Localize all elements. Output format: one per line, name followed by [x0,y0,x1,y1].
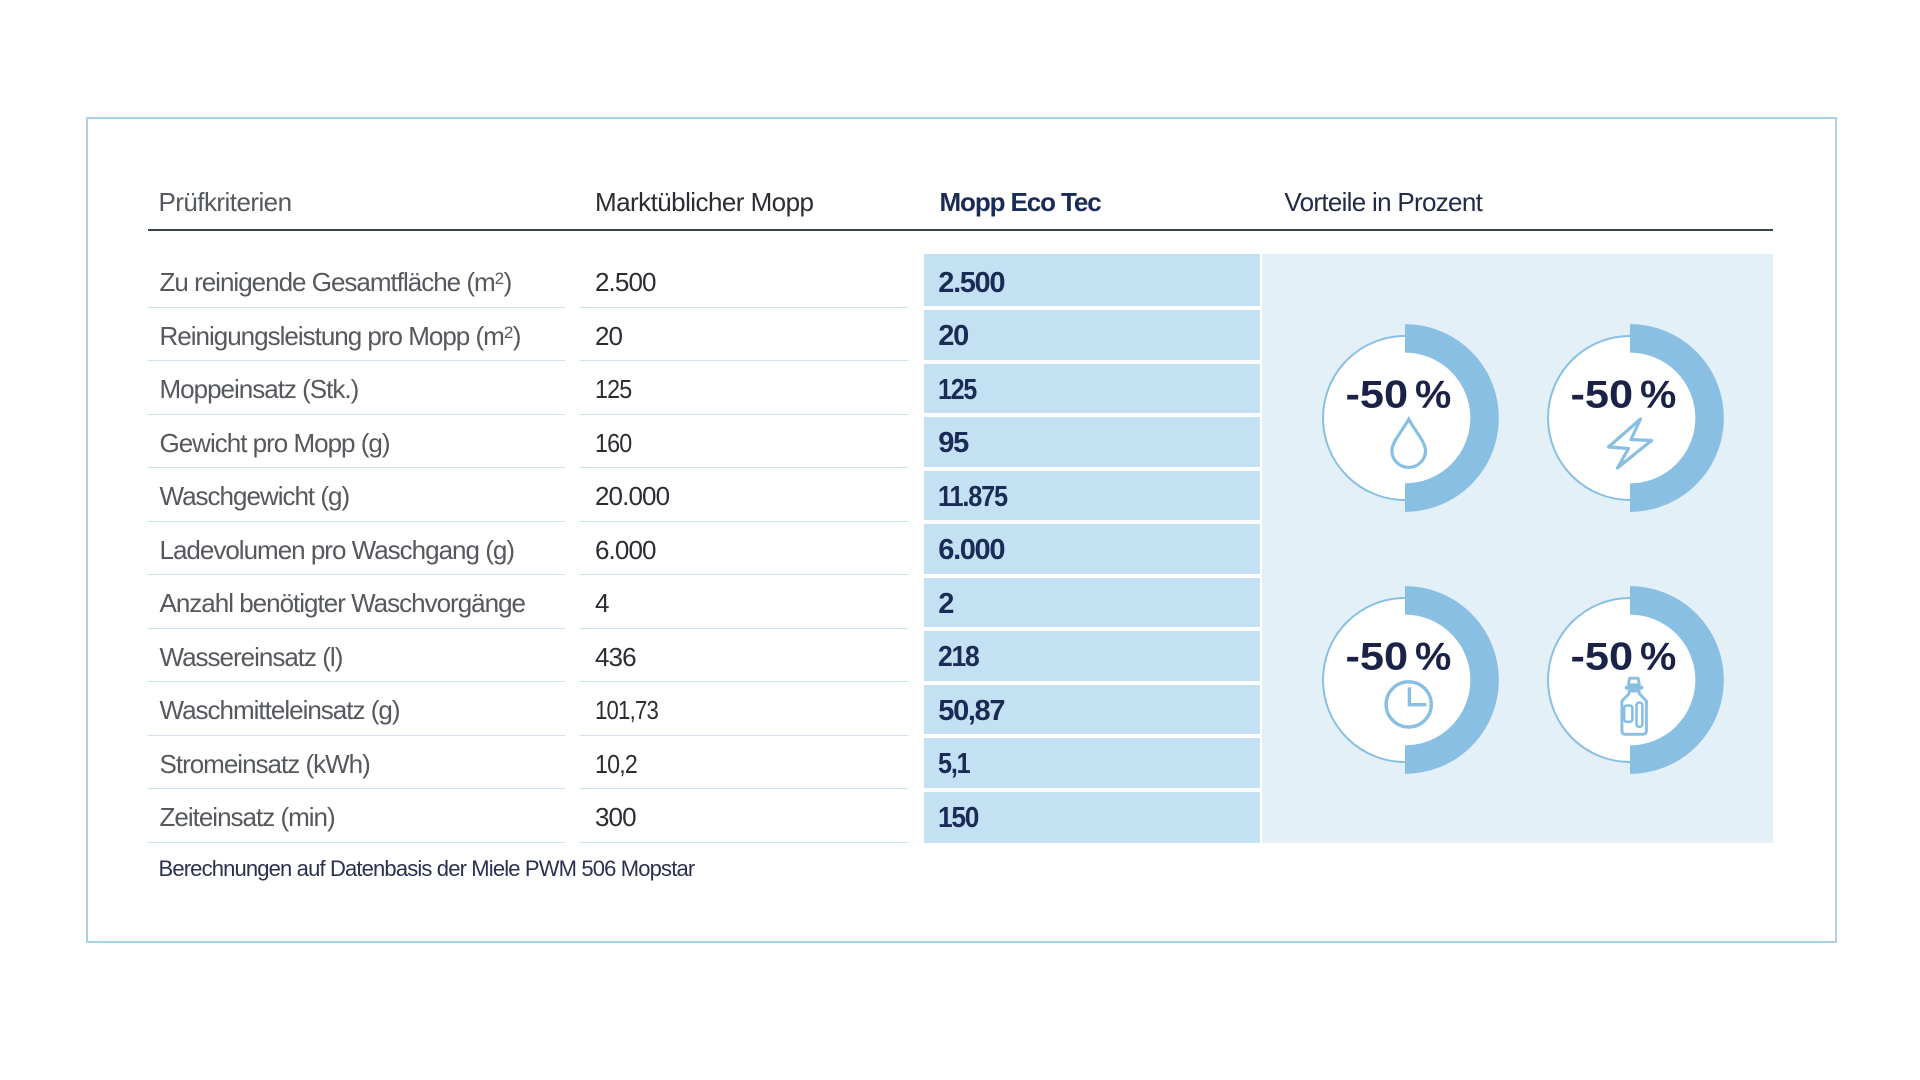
svg-text:%: % [1640,635,1676,678]
svg-text:-50: -50 [1346,635,1409,678]
svg-text:-50: -50 [1571,635,1634,678]
svg-text:%: % [1640,373,1676,416]
svg-text:-50: -50 [1346,373,1409,416]
svg-text:-50: -50 [1571,373,1634,416]
svg-text:%: % [1415,635,1451,678]
svg-text:%: % [1415,373,1451,416]
